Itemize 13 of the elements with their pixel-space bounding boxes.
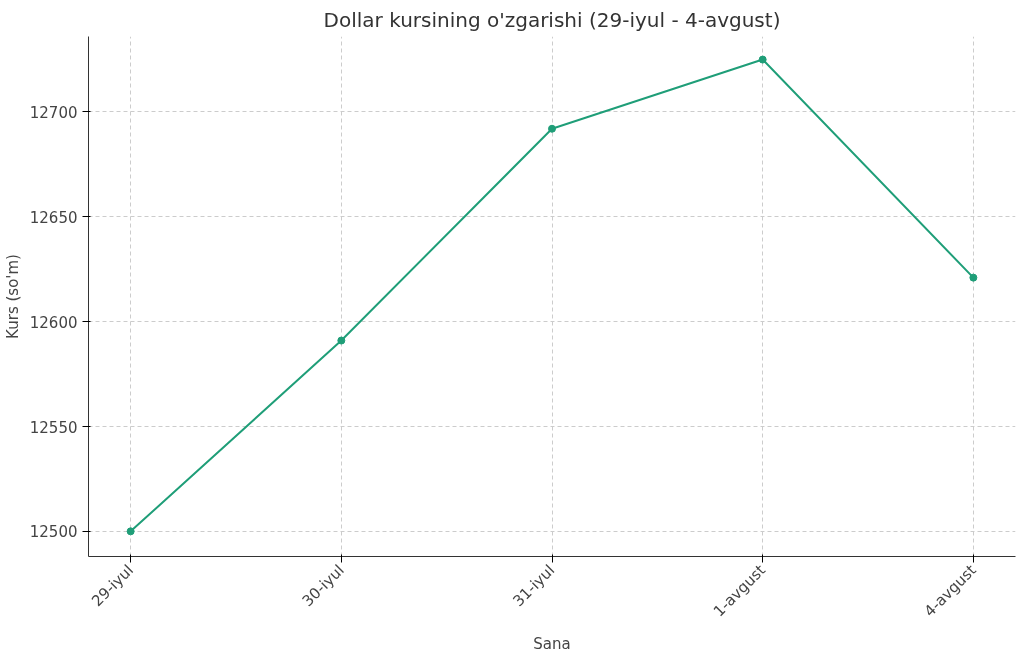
point — [337, 336, 346, 345]
y-tick-label: 12550 — [29, 418, 78, 437]
point — [548, 124, 556, 133]
y-tick-label: 12700 — [29, 103, 78, 122]
point — [969, 273, 978, 282]
chart-title: Dollar kursining o'zgarishi (29-iyul - 4-avgust) — [323, 7, 781, 32]
x-axis-title: Sana — [533, 634, 571, 653]
point — [126, 527, 135, 536]
y-tick-label: 12600 — [29, 313, 78, 332]
y-axis-title: Kurs (so'm) — [3, 254, 22, 339]
point — [758, 55, 767, 64]
y-tick-label: 12650 — [29, 208, 78, 227]
y-tick-label: 12500 — [29, 523, 78, 542]
